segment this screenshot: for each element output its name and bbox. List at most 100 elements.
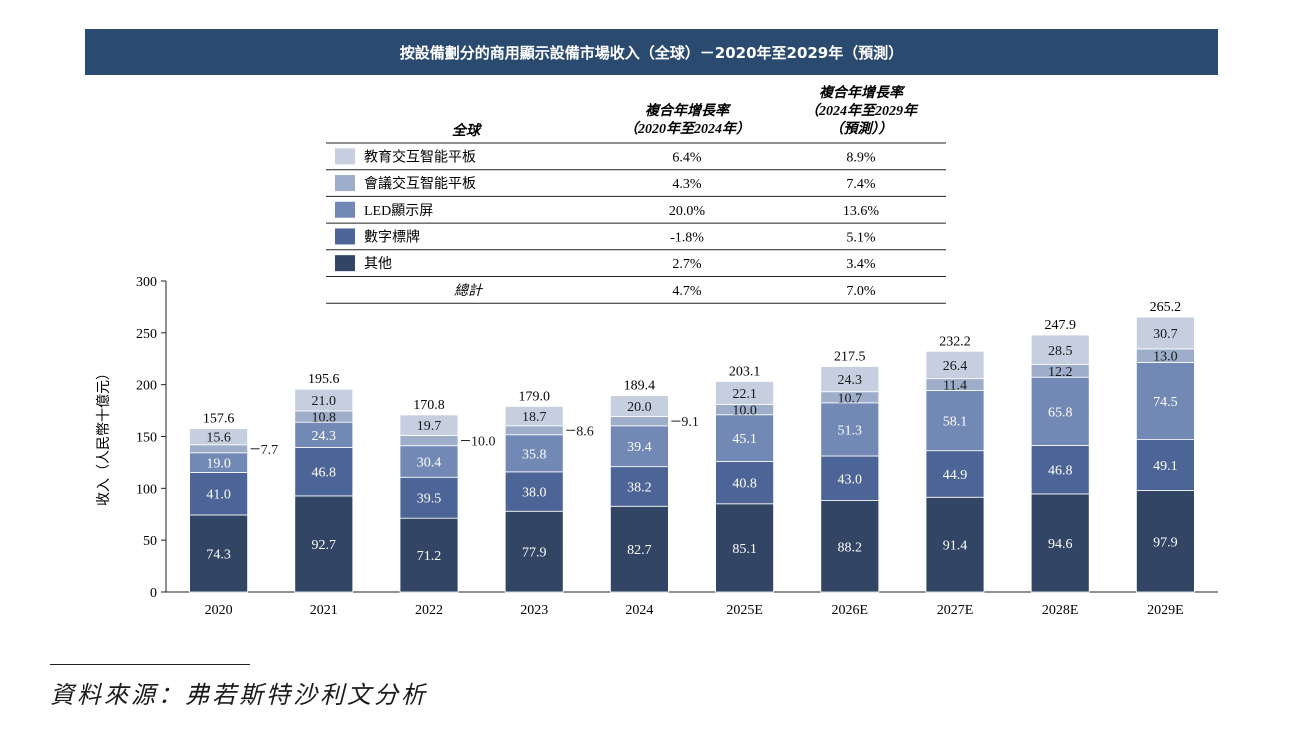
segment-value-label: 65.8 <box>1048 405 1073 420</box>
segment-value-label: 41.0 <box>206 488 231 503</box>
bar-segment <box>504 406 564 427</box>
legend-label: 會議交互智能平板 <box>364 175 476 192</box>
y-tick-label: 50 <box>143 534 157 549</box>
bar-segment <box>504 425 564 436</box>
bar-total-label: 247.9 <box>1044 318 1076 333</box>
segment-value-label: 19.7 <box>417 419 442 434</box>
table-cagr2-value: 5.1% <box>846 230 876 245</box>
segment-value-label: 20.0 <box>627 400 652 415</box>
y-tick-label: 200 <box>136 379 157 394</box>
x-tick-label: 2025E <box>726 603 763 618</box>
segment-value-label: 58.1 <box>943 415 968 430</box>
segment-value-label: 49.1 <box>1153 459 1178 474</box>
segment-value-label: 46.8 <box>1048 464 1073 479</box>
segment-value-label: 38.0 <box>522 486 547 501</box>
segment-value-label: 26.4 <box>943 359 968 374</box>
table-header-cagr2: （預測）） <box>830 120 893 137</box>
bar-total-label: 157.6 <box>203 412 235 427</box>
bar-segment <box>294 446 354 497</box>
x-tick-label: 2022 <box>415 603 443 618</box>
bar-segment <box>715 503 774 593</box>
legend-label: 數字標牌 <box>364 228 420 245</box>
bar-total-label: 232.2 <box>939 334 971 349</box>
segment-value-label: 44.9 <box>943 468 968 483</box>
y-tick-label: 300 <box>136 275 157 290</box>
bar-segment <box>610 466 669 507</box>
x-tick-label: 2027E <box>937 603 974 618</box>
segment-value-label: 94.6 <box>1048 537 1073 552</box>
segment-value-label: 43.0 <box>838 472 863 487</box>
segment-value-label: 91.4 <box>943 539 968 554</box>
segment-value-label: 13.0 <box>1153 350 1178 365</box>
bar-segment <box>504 471 564 512</box>
segment-value-label: 7.7 <box>261 443 279 458</box>
x-tick-label: 2020 <box>205 603 233 618</box>
table-cagr1-value: 2.7% <box>672 257 702 272</box>
x-tick-label: 2029E <box>1147 603 1184 618</box>
table-cagr2-value: 7.4% <box>846 177 876 192</box>
segment-value-label: 12.2 <box>1048 365 1073 380</box>
legend-label: 其他 <box>364 256 392 272</box>
bar-segment <box>1136 490 1195 593</box>
segment-value-label: 10.8 <box>312 411 337 426</box>
bar-segment <box>820 500 880 593</box>
table-header-region: 全球 <box>452 122 483 139</box>
segment-value-label: 38.2 <box>627 480 652 495</box>
segment-value-label: 10.0 <box>471 435 496 450</box>
bar-segment <box>1030 376 1090 446</box>
bar-segment <box>1136 316 1195 350</box>
y-tick-label: 0 <box>150 586 157 601</box>
segment-value-label: 51.3 <box>838 423 863 438</box>
bar-segment <box>715 461 774 505</box>
bar-segment <box>399 517 459 593</box>
segment-value-label: 10.7 <box>838 391 863 406</box>
bar-segment <box>925 350 985 380</box>
segment-value-label: 92.7 <box>312 538 337 553</box>
segment-value-label: 74.3 <box>206 547 231 562</box>
bar-segment <box>399 434 459 447</box>
table-header-cagr2: 複合年增長率 <box>819 84 906 101</box>
bar-total-label: 217.5 <box>834 350 866 365</box>
bar-segment <box>925 496 985 593</box>
y-tick-label: 100 <box>136 482 157 497</box>
segment-value-label: 10.0 <box>732 404 757 419</box>
x-tick-label: 2024 <box>625 603 653 618</box>
segment-value-label: 88.2 <box>838 540 863 555</box>
table-total-label: 總計 <box>454 283 484 299</box>
segment-value-label: 15.6 <box>206 431 231 446</box>
legend-swatch <box>335 148 355 165</box>
table-cagr1-value: 6.4% <box>672 150 702 165</box>
y-axis-title: 收入（人民幣十億元） <box>96 366 112 506</box>
segment-value-label: 21.0 <box>312 394 337 409</box>
segment-value-label: 77.9 <box>522 546 547 561</box>
bar-segment <box>820 402 880 457</box>
table-total-cagr2: 7.0% <box>846 284 876 299</box>
bar-segment <box>610 415 669 427</box>
x-tick-label: 2021 <box>310 603 338 618</box>
bar-segment <box>1136 439 1195 491</box>
table-cagr2-value: 13.6% <box>843 204 880 219</box>
table-header-cagr1: 複合年增長率 <box>645 102 732 119</box>
segment-value-label: 8.6 <box>576 424 594 439</box>
segment-value-label: 24.3 <box>312 429 337 444</box>
segment-value-label: 46.8 <box>312 466 337 481</box>
segment-value-label: 28.5 <box>1048 344 1073 359</box>
bar-total-label: 203.1 <box>729 364 761 379</box>
bar-segment <box>189 444 249 454</box>
segment-value-label: 85.1 <box>732 542 757 557</box>
bar-total-label: 265.2 <box>1150 300 1182 315</box>
bar-segment <box>399 445 459 478</box>
bar-segment <box>294 421 354 448</box>
legend-label: 教育交互智能平板 <box>364 148 476 165</box>
bar-total-label: 179.0 <box>518 389 550 404</box>
bar-segment <box>1030 334 1090 365</box>
segment-value-label: 18.7 <box>522 410 547 425</box>
segment-value-label: 30.7 <box>1153 327 1178 342</box>
chart-title: 按設備劃分的商用顯示設備市場收入（全球）－2020年至2029年（預測） <box>85 29 1218 75</box>
bar-segment <box>189 428 249 446</box>
bar-segment <box>1136 361 1195 441</box>
bar-segment <box>715 381 774 405</box>
segment-value-label: 22.1 <box>732 387 757 402</box>
bar-segment <box>820 455 880 501</box>
bar-total-label: 195.6 <box>308 372 340 387</box>
